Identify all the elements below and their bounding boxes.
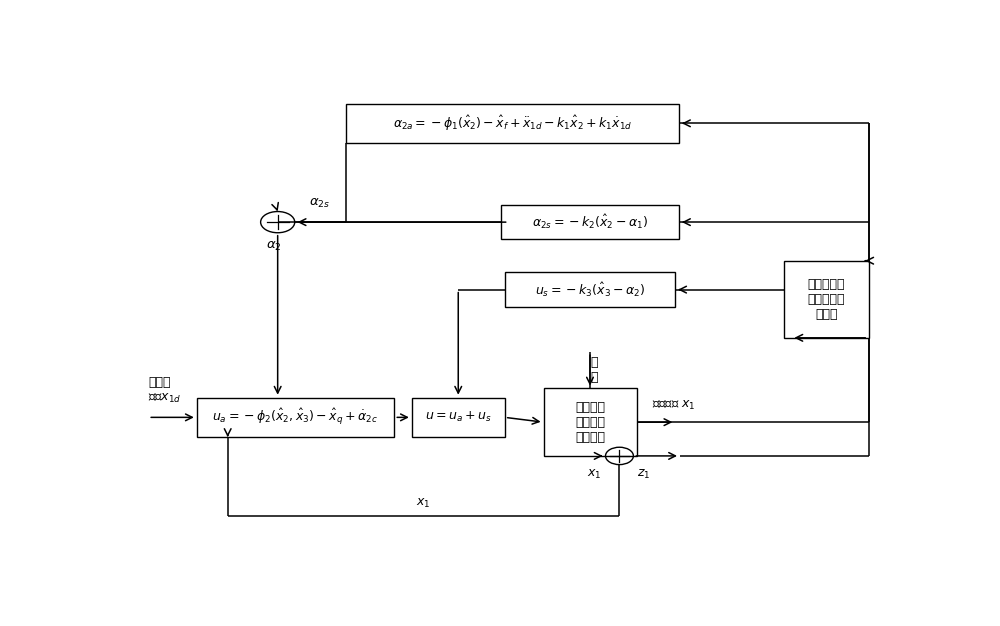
Text: $u=u_a+u_s$: $u=u_a+u_s$ (425, 410, 492, 424)
Text: $\alpha_2$: $\alpha_2$ (266, 240, 282, 253)
Text: $x_1$: $x_1$ (587, 468, 602, 481)
FancyBboxPatch shape (412, 398, 505, 437)
Text: $\alpha_{2a}=-\phi_1(\hat{x}_2)-\hat{x}_f+\ddot{x}_{1d}-k_1\hat{x}_2+k_1\dot{x}_: $\alpha_{2a}=-\phi_1(\hat{x}_2)-\hat{x}_… (393, 114, 632, 133)
Text: $\alpha_{2s}=-k_2(\hat{x}_2-\alpha_1)$: $\alpha_{2s}=-k_2(\hat{x}_2-\alpha_1)$ (532, 213, 648, 231)
Text: $x_1$: $x_1$ (416, 497, 431, 510)
Text: $z_1$: $z_1$ (637, 468, 651, 481)
Text: 期望俯
仰角$x_{1d}$: 期望俯 仰角$x_{1d}$ (148, 376, 182, 406)
FancyBboxPatch shape (505, 272, 675, 307)
FancyBboxPatch shape (784, 260, 869, 338)
Text: 输出位移 $x_1$: 输出位移 $x_1$ (652, 399, 695, 412)
FancyBboxPatch shape (544, 388, 637, 456)
FancyBboxPatch shape (501, 205, 679, 240)
Text: 干
扰: 干 扰 (590, 356, 598, 384)
Text: $u_s=-k_3(\hat{x}_3-\alpha_2)$: $u_s=-k_3(\hat{x}_3-\alpha_2)$ (535, 280, 645, 299)
Text: $u_a=-\phi_2(\hat{x}_2,\hat{x}_3)-\hat{x}_q+\dot{\alpha}_{2c}$: $u_a=-\phi_2(\hat{x}_2,\hat{x}_3)-\hat{x… (212, 408, 379, 428)
FancyBboxPatch shape (346, 104, 679, 143)
FancyBboxPatch shape (197, 398, 394, 437)
Text: $\alpha_{2s}$: $\alpha_{2s}$ (309, 197, 330, 210)
Text: 扩张状态观
测器和扰动
观测器: 扩张状态观 测器和扰动 观测器 (808, 278, 845, 321)
Text: 双出杆液
压缸电液
伺服系统: 双出杆液 压缸电液 伺服系统 (575, 401, 605, 444)
